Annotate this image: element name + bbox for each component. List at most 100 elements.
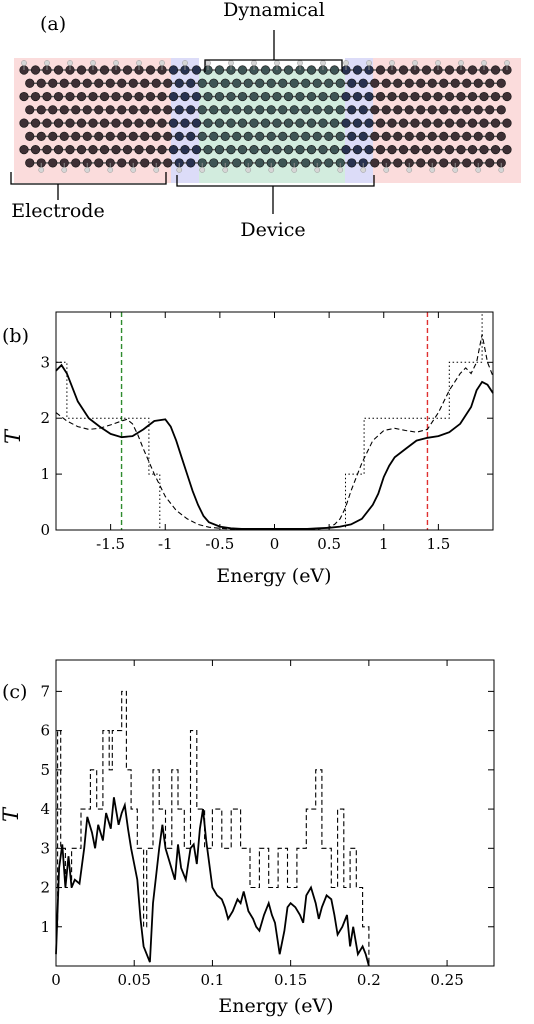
hydrogen-atom	[343, 60, 349, 66]
carbon-atom	[427, 131, 437, 141]
carbon-atom	[226, 118, 236, 128]
carbon-atom	[289, 78, 299, 88]
carbon-atom	[490, 91, 501, 102]
electrode-bracket	[10, 172, 167, 200]
carbon-atom	[416, 131, 426, 141]
carbon-atom	[266, 78, 276, 88]
carbon-atom	[318, 91, 328, 102]
hydrogen-atom	[44, 60, 50, 66]
carbon-atom	[347, 105, 357, 115]
carbon-atom	[439, 78, 449, 88]
carbon-atom	[502, 91, 512, 102]
hydrogen-atom	[136, 60, 142, 66]
panel-b: (b) T Energy (eV) -1.5 -1 -0.5 0 0.5 1 1.5 0 1 2 3	[1, 311, 494, 587]
panel-a-label: (a)	[40, 13, 66, 35]
carbon-atom	[163, 105, 173, 115]
graphene-ribbon	[19, 60, 512, 173]
carbon-atom	[283, 91, 294, 102]
carbon-atom	[266, 105, 276, 115]
carbon-atom	[502, 145, 512, 155]
carbon-atom	[117, 158, 127, 168]
carbon-atom	[197, 105, 207, 115]
carbon-atom	[232, 78, 242, 88]
y-tick-label: 6	[40, 722, 50, 740]
carbon-atom	[249, 145, 259, 155]
carbon-atom	[168, 118, 179, 128]
carbon-atom	[48, 105, 58, 115]
carbon-atom	[306, 118, 317, 128]
carbon-atom	[398, 118, 409, 128]
carbon-atom	[255, 78, 265, 88]
hydrogen-atom	[498, 167, 505, 173]
carbon-atom	[352, 91, 363, 102]
carbon-atom	[140, 131, 150, 141]
y-tick-label: 2	[40, 879, 50, 897]
carbon-atom	[209, 158, 219, 168]
carbon-atom	[341, 91, 351, 102]
carbon-atom	[427, 105, 437, 115]
carbon-atom	[473, 78, 483, 88]
carbon-atom	[53, 91, 64, 102]
carbon-atom	[53, 65, 64, 75]
carbon-atom	[30, 145, 41, 155]
carbon-atom	[427, 78, 437, 88]
carbon-atom	[421, 118, 432, 128]
carbon-atom	[76, 65, 87, 75]
carbon-atom	[416, 78, 426, 88]
carbon-atom	[105, 105, 115, 115]
carbon-atom	[416, 158, 426, 168]
carbon-atom	[25, 131, 35, 141]
carbon-atom	[456, 145, 466, 155]
carbon-atom	[42, 91, 52, 102]
carbon-atom	[444, 91, 455, 102]
carbon-atom	[467, 118, 478, 128]
carbon-atom	[197, 78, 207, 88]
carbon-atom	[174, 131, 184, 141]
carbon-atom	[347, 78, 357, 88]
carbon-atom	[214, 145, 225, 155]
carbon-atom	[111, 145, 121, 155]
carbon-atom	[260, 65, 271, 75]
hydrogen-atom	[222, 167, 229, 173]
device-label: Device	[240, 219, 305, 241]
carbon-atom	[278, 131, 288, 141]
carbon-atom	[237, 118, 248, 128]
carbon-atom	[496, 131, 506, 141]
carbon-atom	[358, 105, 368, 115]
carbon-atom	[128, 131, 138, 141]
carbon-atom	[94, 105, 104, 115]
carbon-atom	[255, 131, 265, 141]
carbon-atom	[462, 158, 472, 168]
carbon-atom	[180, 91, 190, 102]
carbon-atom	[439, 105, 449, 115]
carbon-atom	[255, 158, 265, 168]
hydrogen-atom	[268, 167, 275, 173]
carbon-atom	[421, 145, 432, 155]
carbon-atom	[490, 145, 501, 155]
carbon-atom	[30, 65, 41, 75]
hydrogen-atom	[458, 60, 464, 66]
carbon-atom	[324, 105, 334, 115]
carbon-atom	[36, 131, 46, 141]
carbon-atom	[168, 91, 179, 102]
carbon-atom	[462, 105, 472, 115]
carbon-atom	[479, 91, 489, 102]
x-tick-label: -0.5	[205, 535, 234, 553]
y-tick-label: 1	[40, 465, 50, 483]
carbon-atom	[364, 118, 374, 128]
carbon-atom	[214, 65, 225, 75]
carbon-atom	[341, 145, 351, 155]
carbon-atom	[312, 78, 322, 88]
carbon-atom	[416, 105, 426, 115]
hydrogen-atom	[366, 60, 372, 66]
hydrogen-atom	[228, 60, 234, 66]
panel-c-x-axis-label: Energy (eV)	[218, 995, 333, 1017]
carbon-atom	[71, 131, 81, 141]
carbon-atom	[232, 158, 242, 168]
panel-b-y-axis-label: T	[1, 428, 25, 444]
carbon-atom	[19, 145, 29, 155]
y-tick-label: 0	[40, 521, 50, 539]
panel-b-label: (b)	[2, 325, 29, 347]
carbon-atom	[191, 65, 202, 75]
carbon-atom	[151, 105, 161, 115]
